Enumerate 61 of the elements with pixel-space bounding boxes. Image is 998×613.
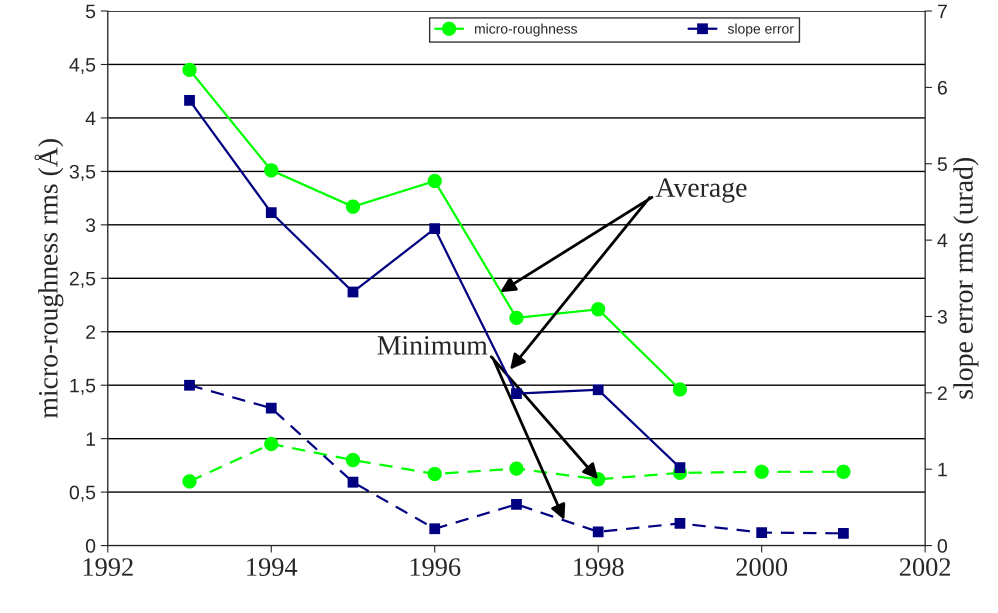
y-tick-label: 5 [86,4,96,18]
point [511,498,522,510]
y-axis-title: micro-roughness rms (Å) [34,139,64,418]
annotation: Minimum [378,336,488,355]
point [509,461,524,476]
y-tick-label: 3 [86,218,96,232]
y2-tick-label: 0 [938,539,948,553]
point [674,518,686,529]
point [429,223,440,234]
x-tick-label: 1992 [84,558,133,576]
point [346,200,360,214]
point [838,528,849,539]
y2-tick-label: 2 [938,386,947,400]
y2-tick-label: 7 [938,4,947,18]
y-tick-label: 4,5 [69,58,96,74]
point [836,464,851,479]
point [266,207,277,218]
point [592,526,604,538]
point [429,523,440,534]
legend-label: slope error [728,24,794,36]
x-tick-label: 2000 [736,558,788,576]
y2-axis-title: slope error rms (urad) [953,158,979,399]
y-tick-label: 1,5 [70,378,96,395]
x-tick-label: 1998 [574,558,624,576]
y2-tick-label: 5 [938,157,947,171]
point [264,163,278,178]
x-tick-label: 1994 [247,558,298,576]
y-tick-label: 1 [86,432,96,446]
point [184,380,195,391]
point [348,476,358,488]
y-tick-label: 2 [86,325,96,339]
point [428,466,442,482]
point [672,382,688,397]
point [182,474,197,489]
point [348,286,358,298]
y2-tick-label: 3 [938,310,947,324]
x-tick-label: 1996 [410,558,460,576]
point [428,174,442,188]
y2-tick-label: 4 [937,234,948,248]
y-tick-label: 0 [86,539,96,553]
y2-tick-label: 1 [938,462,947,476]
point [674,462,686,474]
y-tick-label: 3,5 [70,164,96,181]
y-tick-label: 4 [86,112,96,125]
point [754,464,769,479]
point [756,527,768,538]
point [346,452,360,468]
point [592,384,604,396]
point [182,62,197,77]
x-tick-label: 2002 [900,558,950,576]
annotation: Average [656,178,746,203]
point [511,388,522,399]
point [591,302,606,316]
point [509,310,524,325]
point [266,402,277,414]
point [184,94,195,106]
y-tick-label: 2,5 [70,272,96,288]
legend-label: micro-roughness [475,24,578,36]
point [264,436,278,452]
y-tick-label: 0,5 [70,486,96,502]
y2-tick-label: 6 [938,80,947,95]
